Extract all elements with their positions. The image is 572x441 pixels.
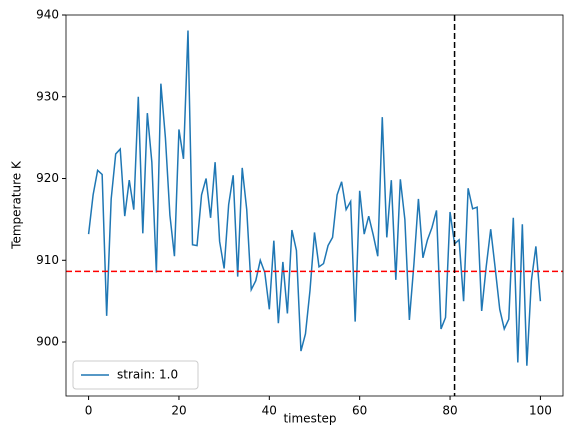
legend-label: strain: 1.0 xyxy=(117,368,178,382)
y-tick-label: 910 xyxy=(36,253,59,267)
x-tick-label: 0 xyxy=(85,404,93,418)
plot-frame xyxy=(65,14,564,397)
y-tick-label: 930 xyxy=(36,89,59,103)
data-line xyxy=(87,30,542,366)
legend-box xyxy=(72,360,199,390)
x-tick-label: 60 xyxy=(352,404,367,418)
x-axis-label: timestep xyxy=(283,412,336,426)
x-tick-label: 40 xyxy=(262,404,277,418)
x-tick-label: 20 xyxy=(171,404,186,418)
x-tick-label: 80 xyxy=(442,404,457,418)
y-tick-label: 940 xyxy=(36,8,59,22)
y-axis-label: Temperature K xyxy=(10,160,24,250)
x-tick-label: 100 xyxy=(529,404,552,418)
y-tick-label: 920 xyxy=(36,171,59,185)
y-tick-label: 900 xyxy=(36,335,59,349)
